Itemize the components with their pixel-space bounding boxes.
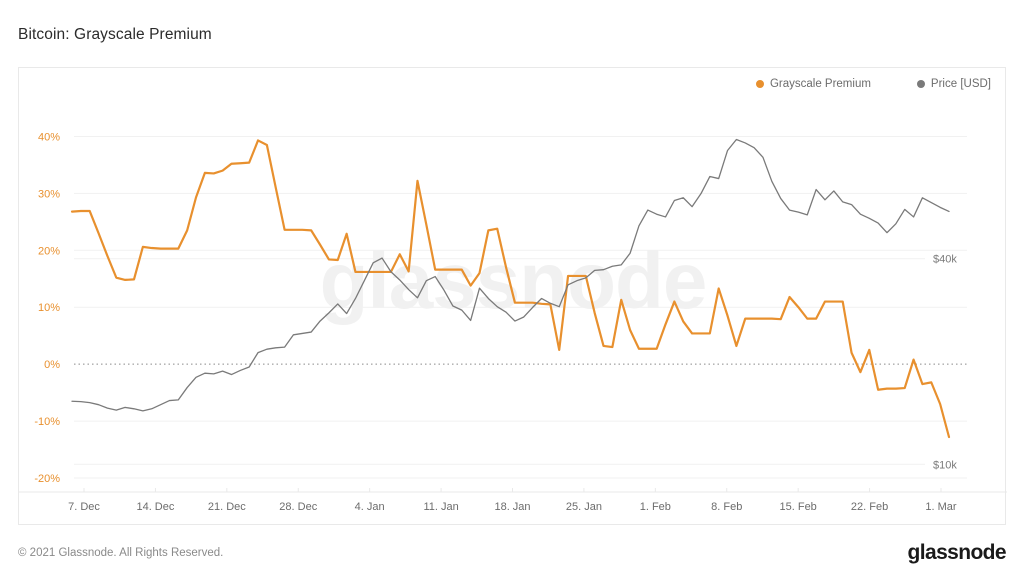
- x-axis-tick: 8. Feb: [711, 501, 742, 513]
- legend-label: Grayscale Premium: [769, 78, 871, 90]
- data-series: [70, 138, 951, 439]
- x-axis-tick: 25. Jan: [566, 501, 602, 513]
- chart-plot-area: 40% 30% 20% 10% 0% -10% -20% $40k $10k 7. Dec 14…: [19, 131, 1007, 513]
- legend-item-price-usd[interactable]: Price [USD]: [916, 78, 991, 90]
- footer-copyright: © 2021 Glassnode. All Rights Reserved.: [18, 547, 224, 559]
- chart-card: glassnode Grayscale Premium Price [USD] …: [18, 67, 1007, 525]
- y-axis-right-tick: $10k: [933, 459, 957, 471]
- y-axis-left-tick: -20%: [34, 473, 60, 485]
- series-line-price-usd: [71, 138, 950, 412]
- y-axis-left-tick: -10%: [34, 416, 60, 428]
- y-axis-left-tick: 30%: [38, 188, 60, 200]
- x-axis-tick: 15. Feb: [780, 501, 817, 513]
- legend-label: Price [USD]: [930, 78, 991, 90]
- x-axis-tick: 28. Dec: [279, 501, 317, 513]
- y-axis-right-labels: $40k $10k: [933, 254, 957, 472]
- x-axis-tick: 18. Jan: [494, 501, 530, 513]
- x-axis-tick: 14. Dec: [136, 501, 174, 513]
- y-axis-left-tick: 40%: [38, 131, 60, 143]
- legend-dot-icon: [916, 80, 925, 88]
- y-axis-left-labels: 40% 30% 20% 10% 0% -10% -20%: [34, 131, 60, 485]
- y-axis-left-tick: 0%: [44, 359, 60, 371]
- x-axis-tick: 22. Feb: [851, 501, 888, 513]
- chart-legend: Grayscale Premium Price [USD]: [755, 78, 991, 90]
- x-axis-labels: 7. Dec 14. Dec 21. Dec 28. Dec 4. Jan 11. Jan…: [68, 501, 957, 513]
- series-line-grayscale-premium: [70, 139, 951, 439]
- page-title: Bitcoin: Grayscale Premium: [18, 26, 212, 43]
- x-axis-tick: 4. Jan: [355, 501, 385, 513]
- y-axis-left-tick: 20%: [38, 245, 60, 257]
- legend-item-grayscale-premium[interactable]: Grayscale Premium: [755, 78, 871, 90]
- footer-logo: glassnode: [907, 541, 1007, 564]
- legend-dot-icon: [755, 80, 764, 88]
- y-axis-left-tick: 10%: [38, 302, 60, 314]
- x-axis-tick: 1. Feb: [640, 501, 671, 513]
- x-axis-tick: 7. Dec: [68, 501, 100, 513]
- x-axis-tick: 1. Mar: [925, 501, 957, 513]
- gridlines: [19, 135, 1007, 493]
- x-axis-tick: 11. Jan: [423, 501, 458, 513]
- x-axis-tick: 21. Dec: [208, 501, 246, 513]
- y-axis-right-tick: $40k: [933, 254, 957, 266]
